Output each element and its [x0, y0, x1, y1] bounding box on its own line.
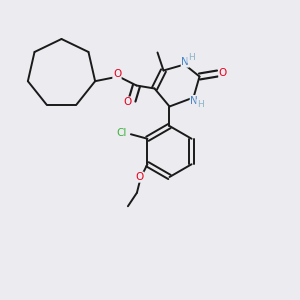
Text: O: O: [113, 69, 121, 79]
Text: Cl: Cl: [117, 128, 127, 138]
Text: O: O: [123, 97, 132, 107]
Text: O: O: [219, 68, 227, 78]
Text: O: O: [136, 172, 144, 182]
Text: H: H: [188, 53, 194, 62]
Text: N: N: [190, 95, 198, 106]
Text: N: N: [181, 57, 189, 67]
Text: H: H: [197, 100, 203, 109]
